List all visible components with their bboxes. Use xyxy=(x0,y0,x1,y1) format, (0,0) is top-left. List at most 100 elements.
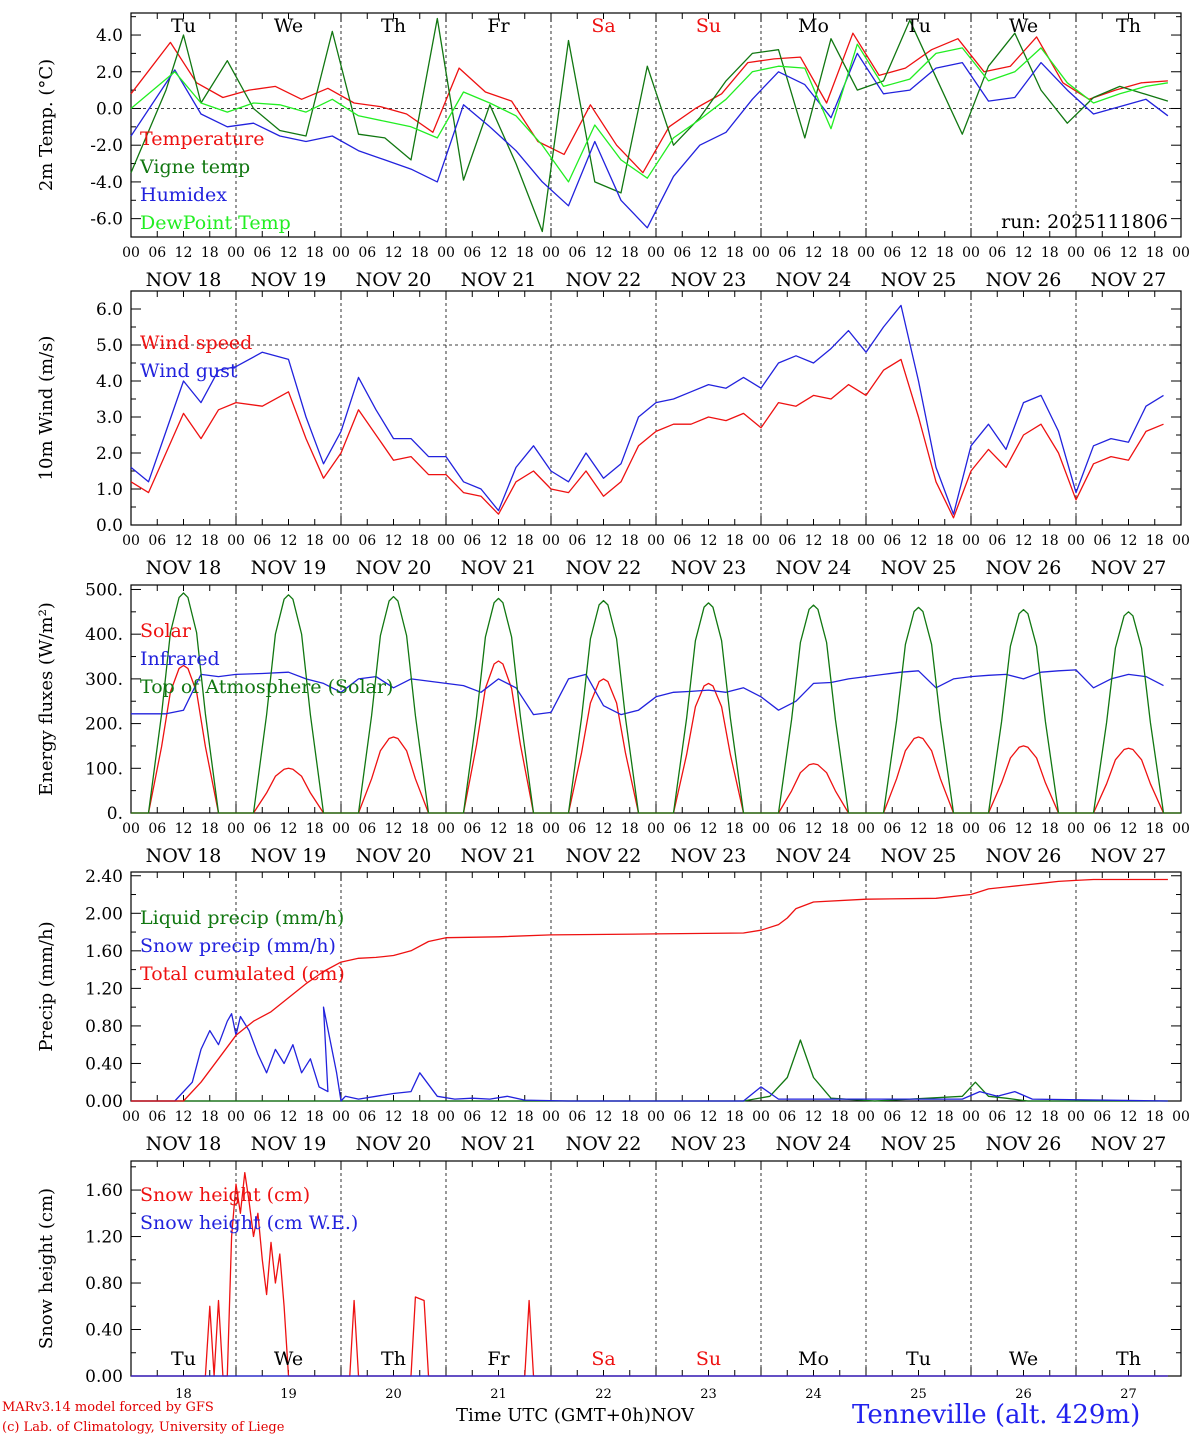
x-tick-label: 00 xyxy=(1172,245,1190,261)
x-date-label: NOV 26 xyxy=(986,557,1062,579)
series-line-vigne-temp xyxy=(130,17,1169,233)
x-tick-label: 18 xyxy=(726,1109,744,1125)
x-tick-label: 18 xyxy=(516,245,534,261)
day-number-label: 27 xyxy=(1120,1387,1137,1402)
x-tick-label: 18 xyxy=(621,245,639,261)
y-axis-label: Energy fluxes (W/m²) xyxy=(36,602,57,796)
x-tick-label: 06 xyxy=(568,821,586,837)
x-tick-label: 12 xyxy=(1120,821,1138,837)
x-tick-label: 18 xyxy=(621,533,639,549)
x-tick-label: 06 xyxy=(148,821,166,837)
x-tick-label: 00 xyxy=(227,245,245,261)
x-tick-label: 12 xyxy=(280,821,298,837)
legend-entry: Vigne temp xyxy=(139,156,250,178)
x-tick-label: 00 xyxy=(1067,1109,1085,1125)
x-tick-label: 06 xyxy=(883,533,901,549)
x-date-label: NOV 26 xyxy=(986,1133,1062,1155)
x-tick-label: 00 xyxy=(752,821,770,837)
x-tick-label: 12 xyxy=(490,533,508,549)
weekday-label: Su xyxy=(696,1348,721,1370)
y-tick-label: 1.60 xyxy=(85,942,123,962)
x-tick-label: 00 xyxy=(752,1109,770,1125)
x-date-label: NOV 26 xyxy=(986,269,1062,291)
x-tick-label: 00 xyxy=(542,821,560,837)
x-tick-label: 06 xyxy=(883,245,901,261)
day-number-label: 25 xyxy=(910,1387,927,1402)
y-tick-label: 500. xyxy=(85,580,123,600)
x-tick-label: 12 xyxy=(700,533,718,549)
x-tick-label: 12 xyxy=(280,245,298,261)
day-number-label: 23 xyxy=(700,1387,717,1402)
x-tick-label: 18 xyxy=(306,1109,324,1125)
x-tick-label: 18 xyxy=(411,821,429,837)
x-tick-label: 00 xyxy=(1172,1109,1190,1125)
y-tick-label: -6.0 xyxy=(90,210,123,230)
x-tick-label: 00 xyxy=(647,533,665,549)
x-tick-label: 06 xyxy=(148,1109,166,1125)
day-number-label: 21 xyxy=(490,1387,507,1402)
x-tick-label: 00 xyxy=(227,821,245,837)
x-tick-label: 18 xyxy=(831,245,849,261)
x-tick-label: 18 xyxy=(1146,245,1164,261)
y-tick-label: 3.0 xyxy=(96,408,123,428)
x-date-label: NOV 22 xyxy=(566,269,642,291)
x-tick-label: 18 xyxy=(306,821,324,837)
y-tick-label: 0.0 xyxy=(96,99,123,119)
x-tick-label: 12 xyxy=(1120,1109,1138,1125)
x-tick-label: 12 xyxy=(910,533,928,549)
x-tick-label: 06 xyxy=(988,245,1006,261)
x-tick-label: 18 xyxy=(411,1109,429,1125)
x-tick-label: 18 xyxy=(411,533,429,549)
series-line-infrared xyxy=(131,669,1164,716)
x-date-label: NOV 24 xyxy=(776,845,852,867)
x-tick-label: 12 xyxy=(700,245,718,261)
y-tick-label: 0.80 xyxy=(85,1017,123,1037)
x-tick-label: 06 xyxy=(778,533,796,549)
x-date-label: NOV 24 xyxy=(776,1133,852,1155)
y-tick-label: 400. xyxy=(85,625,123,645)
weekday-label: We xyxy=(274,1348,303,1370)
x-tick-label: 18 xyxy=(201,821,219,837)
x-tick-label: 00 xyxy=(1172,533,1190,549)
x-tick-label: 12 xyxy=(175,533,193,549)
series-line-dewpoint-temp xyxy=(130,43,1169,183)
x-tick-label: 06 xyxy=(463,1109,481,1125)
x-tick-label: 00 xyxy=(647,821,665,837)
x-tick-label: 06 xyxy=(673,533,691,549)
x-tick-label: 06 xyxy=(358,1109,376,1125)
x-tick-label: 18 xyxy=(516,821,534,837)
x-tick-label: 00 xyxy=(857,533,875,549)
x-tick-label: 00 xyxy=(962,245,980,261)
x-tick-label: 00 xyxy=(962,821,980,837)
x-tick-label: 18 xyxy=(1041,1109,1059,1125)
x-tick-label: 18 xyxy=(1041,821,1059,837)
x-date-label: NOV 21 xyxy=(461,1133,537,1155)
x-date-label: NOV 18 xyxy=(146,1133,222,1155)
x-tick-label: 12 xyxy=(700,821,718,837)
x-tick-label: 00 xyxy=(332,1109,350,1125)
x-tick-label: 00 xyxy=(962,533,980,549)
y-axis-label: Precip (mm/h) xyxy=(36,921,57,1051)
x-tick-label: 06 xyxy=(148,533,166,549)
x-date-label: NOV 22 xyxy=(566,1133,642,1155)
x-date-label: NOV 23 xyxy=(671,557,747,579)
x-tick-label: 06 xyxy=(988,533,1006,549)
x-tick-label: 00 xyxy=(857,1109,875,1125)
x-tick-label: 06 xyxy=(778,245,796,261)
y-tick-label: -4.0 xyxy=(90,173,123,193)
x-tick-label: 12 xyxy=(910,1109,928,1125)
run-annotation: run: 2025111806 xyxy=(1001,211,1168,233)
x-tick-label: 06 xyxy=(778,821,796,837)
weekday-label: Th xyxy=(381,15,406,37)
legend-entry: Snow height (cm W.E.) xyxy=(140,1212,358,1234)
x-tick-label: 00 xyxy=(437,245,455,261)
x-tick-label: 18 xyxy=(726,821,744,837)
x-tick-label: 12 xyxy=(595,1109,613,1125)
weekday-label: Tu xyxy=(906,15,931,37)
x-tick-label: 06 xyxy=(673,1109,691,1125)
weekday-label: Th xyxy=(381,1348,406,1370)
x-tick-label: 06 xyxy=(988,821,1006,837)
x-date-label: NOV 18 xyxy=(146,557,222,579)
